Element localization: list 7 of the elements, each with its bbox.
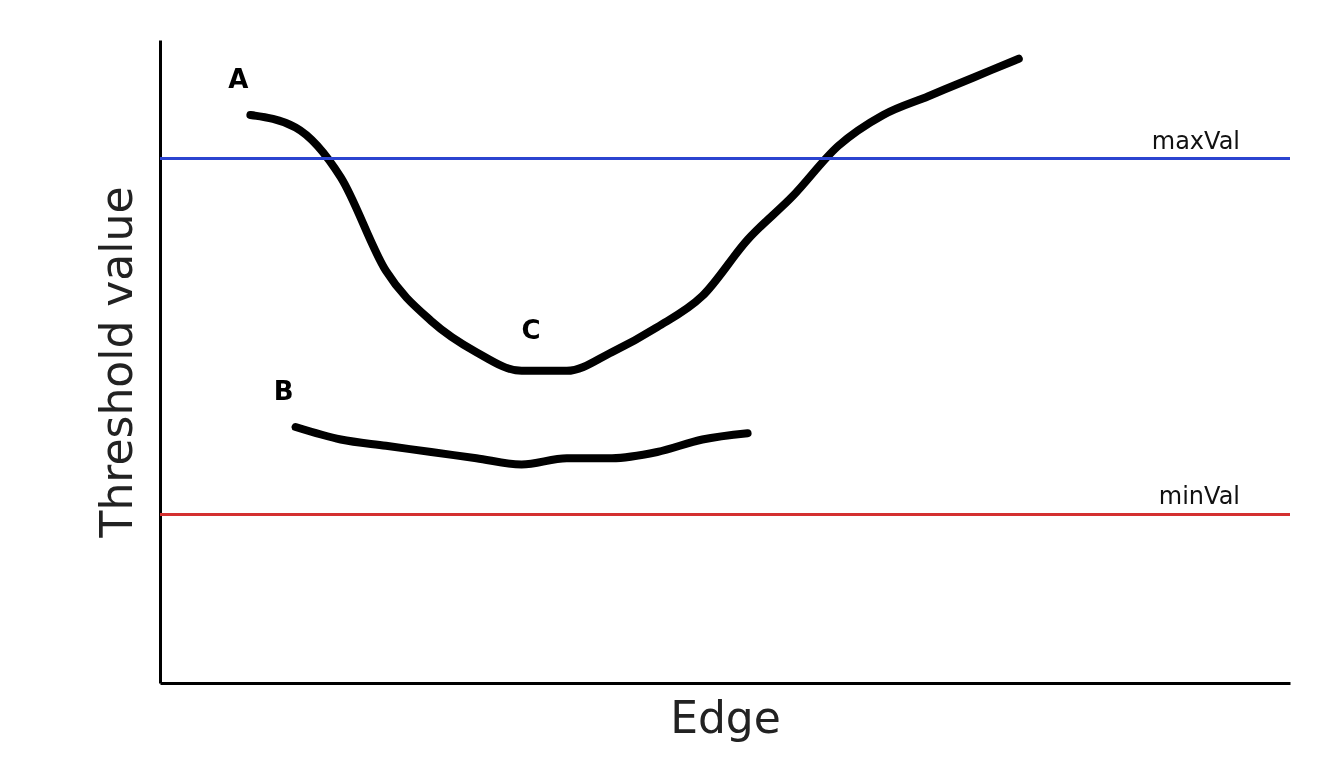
ref-line-label: minVal [1158, 482, 1240, 511]
x-axis-title: Edge [670, 691, 781, 743]
y-axis-title: Threshold value [90, 186, 142, 539]
ref-line-label: maxVal [1151, 126, 1240, 155]
series-label: B [273, 376, 294, 407]
series-label: A [228, 63, 249, 94]
annotation: C [521, 314, 541, 345]
